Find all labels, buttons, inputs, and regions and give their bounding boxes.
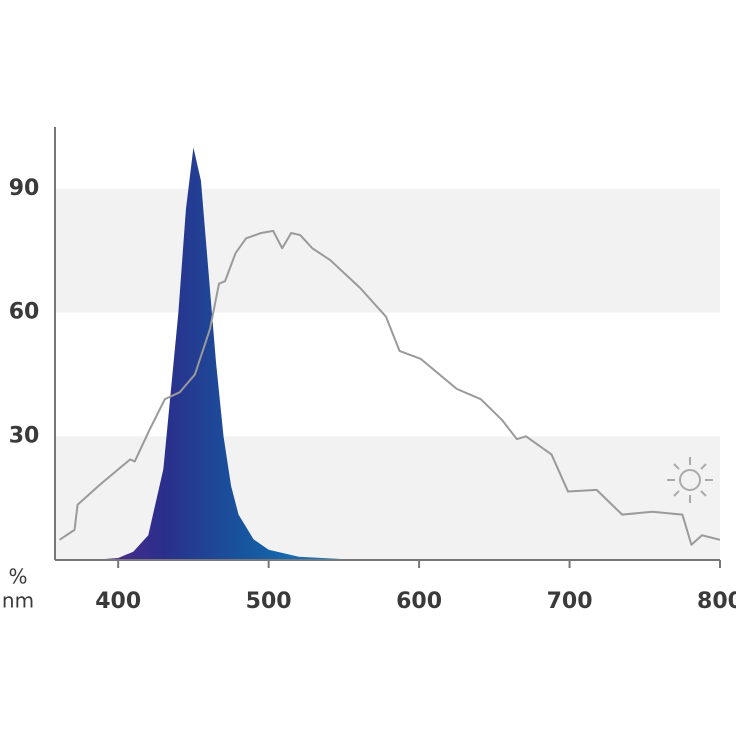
x-tick-label: 400 (95, 589, 141, 614)
x-tick-label: 800 (697, 589, 736, 614)
y-tick-label: 30 (9, 423, 40, 448)
band (55, 188, 720, 313)
x-tick-label: 600 (396, 589, 442, 614)
background-bands (55, 188, 720, 560)
y-axis-label: % (8, 565, 27, 589)
spectrum-area (88, 147, 720, 560)
x-axis-label: nm (2, 589, 34, 613)
x-tick-label: 700 (547, 589, 593, 614)
y-tick-label: 60 (9, 300, 40, 325)
plot-area (58, 147, 721, 560)
sunlight-line (58, 229, 721, 546)
y-tick-label: 90 (9, 176, 40, 201)
x-tick-label: 500 (246, 589, 292, 614)
sun-icon (667, 457, 713, 503)
